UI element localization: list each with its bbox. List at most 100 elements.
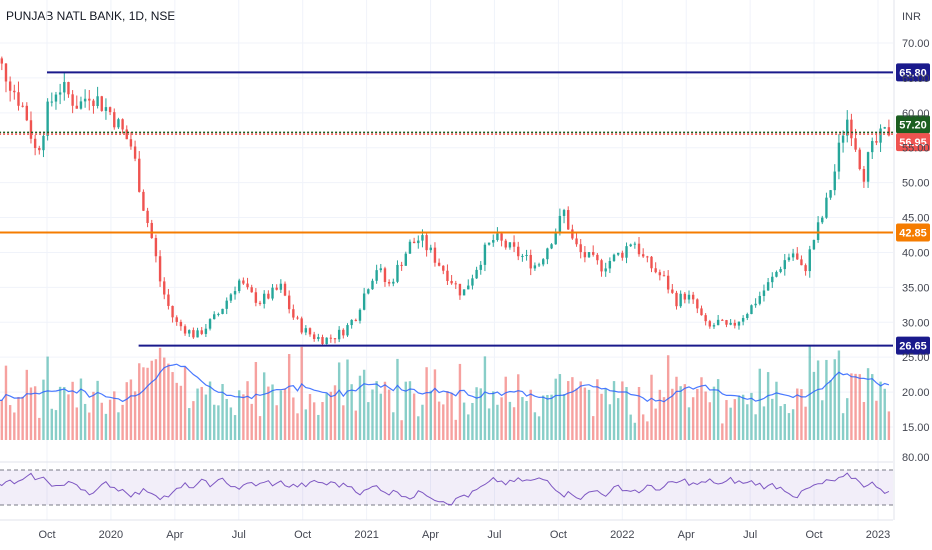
candle-body: [479, 264, 482, 270]
volume-bar: [246, 381, 249, 440]
volume-bar: [183, 366, 187, 440]
volume-bar: [354, 410, 358, 440]
volume-bar: [200, 386, 203, 440]
volume-bar: [858, 374, 861, 440]
volume-bar: [650, 374, 653, 440]
candle-body: [254, 292, 258, 303]
candle-body: [450, 280, 453, 284]
volume-bar: [475, 387, 478, 440]
volume-bar: [450, 392, 453, 440]
volume-bar: [208, 381, 212, 440]
volume-bar: [275, 405, 278, 440]
candle-body: [621, 252, 624, 258]
volume-moving-average: [0, 363, 890, 403]
volume-bar: [746, 404, 749, 440]
level-badge-56.95: [896, 133, 930, 152]
candle-body: [616, 252, 620, 255]
chart-title: PUNJAB NATL BANK, 1D, NSE: [6, 9, 176, 23]
volume-bar: [446, 391, 449, 440]
volume-bar: [662, 397, 666, 440]
candle-body: [796, 253, 799, 260]
volume-bar: [600, 393, 603, 440]
volume-bar: [592, 416, 595, 440]
candle-body: [188, 330, 191, 334]
volume-bar: [154, 359, 158, 440]
candle-body: [696, 299, 699, 309]
candle-body: [825, 197, 828, 218]
volume-bar: [88, 412, 91, 440]
candle-body: [571, 229, 574, 239]
candle-body: [296, 317, 299, 319]
volume-bar: [262, 372, 266, 440]
candle-body: [737, 321, 741, 326]
candle-body: [229, 294, 233, 301]
volume-bar: [350, 384, 353, 440]
volume-bar: [204, 394, 208, 440]
candle-body: [787, 257, 791, 261]
time-tick-label: 2022: [610, 529, 634, 541]
volume-bar: [596, 379, 599, 440]
candle-body: [521, 255, 524, 257]
candle-body: [596, 254, 599, 261]
volume-bar: [71, 381, 74, 440]
price-tick-label: 20.00: [902, 387, 930, 399]
candle-body: [529, 254, 532, 269]
volume-bar: [408, 381, 412, 440]
candle-body: [716, 319, 720, 326]
volume-bar: [117, 412, 120, 440]
candle-body: [412, 241, 416, 244]
candle-body: [704, 315, 707, 322]
candle-body: [512, 242, 516, 247]
volume-bar: [479, 388, 482, 440]
volume-bar: [8, 405, 12, 440]
candle-body: [29, 120, 33, 139]
level-badge-65.80: [896, 63, 930, 82]
volume-bar: [612, 381, 616, 440]
candle-body: [171, 305, 174, 318]
volume-bar: [367, 402, 370, 440]
volume-bar: [575, 388, 578, 440]
candle-body: [129, 139, 133, 147]
candle-body: [150, 222, 153, 239]
volume-bar: [392, 412, 395, 440]
candle-body: [258, 302, 262, 304]
price-axis[interactable]: INR 70.00 65.00 60.00 55.00 50.00 45.00 40.00 35…: [902, 11, 930, 464]
candle-body: [675, 292, 678, 307]
volume-bar: [537, 416, 541, 440]
volume-bar: [562, 394, 566, 440]
candle-body: [183, 326, 187, 334]
horizontal-levels[interactable]: 65.80 57.20 56.95 42.85 26.65: [0, 63, 930, 355]
level-label-56.95: 56.95: [899, 137, 927, 149]
candle-body: [233, 291, 237, 295]
candle-body: [337, 329, 341, 340]
volume-bar: [417, 416, 420, 440]
candle-body: [725, 320, 728, 325]
candle-body: [837, 142, 841, 172]
time-tick-label: Oct: [38, 529, 55, 541]
candle-body: [225, 300, 228, 309]
candle-body: [325, 337, 328, 345]
volume-bar: [775, 381, 778, 440]
volume-bar: [850, 373, 853, 440]
volume-bar: [529, 389, 532, 440]
volume-bar: [42, 379, 45, 440]
candle-body: [175, 317, 178, 322]
price-tick-label: 25.00: [902, 352, 930, 364]
volume-bar: [196, 388, 199, 440]
volume-bar: [812, 371, 816, 440]
volume-bar: [279, 390, 283, 440]
candle-body: [654, 268, 657, 273]
candle-body: [862, 169, 866, 182]
volume-bar: [175, 382, 178, 440]
volume-bar: [550, 394, 553, 440]
volume-bar: [829, 380, 832, 440]
volume-bar: [542, 395, 545, 440]
volume-bar: [625, 387, 628, 440]
time-tick-label: Jul: [232, 529, 246, 541]
candle-body: [483, 244, 487, 265]
candle-body: [63, 82, 66, 93]
volume-bar: [621, 381, 624, 440]
time-axis[interactable]: Oct 2020 Apr Jul Oct 2021 Apr Jul Oct 2022 Apr Jul O…: [38, 529, 890, 541]
volume-bar: [158, 347, 162, 440]
